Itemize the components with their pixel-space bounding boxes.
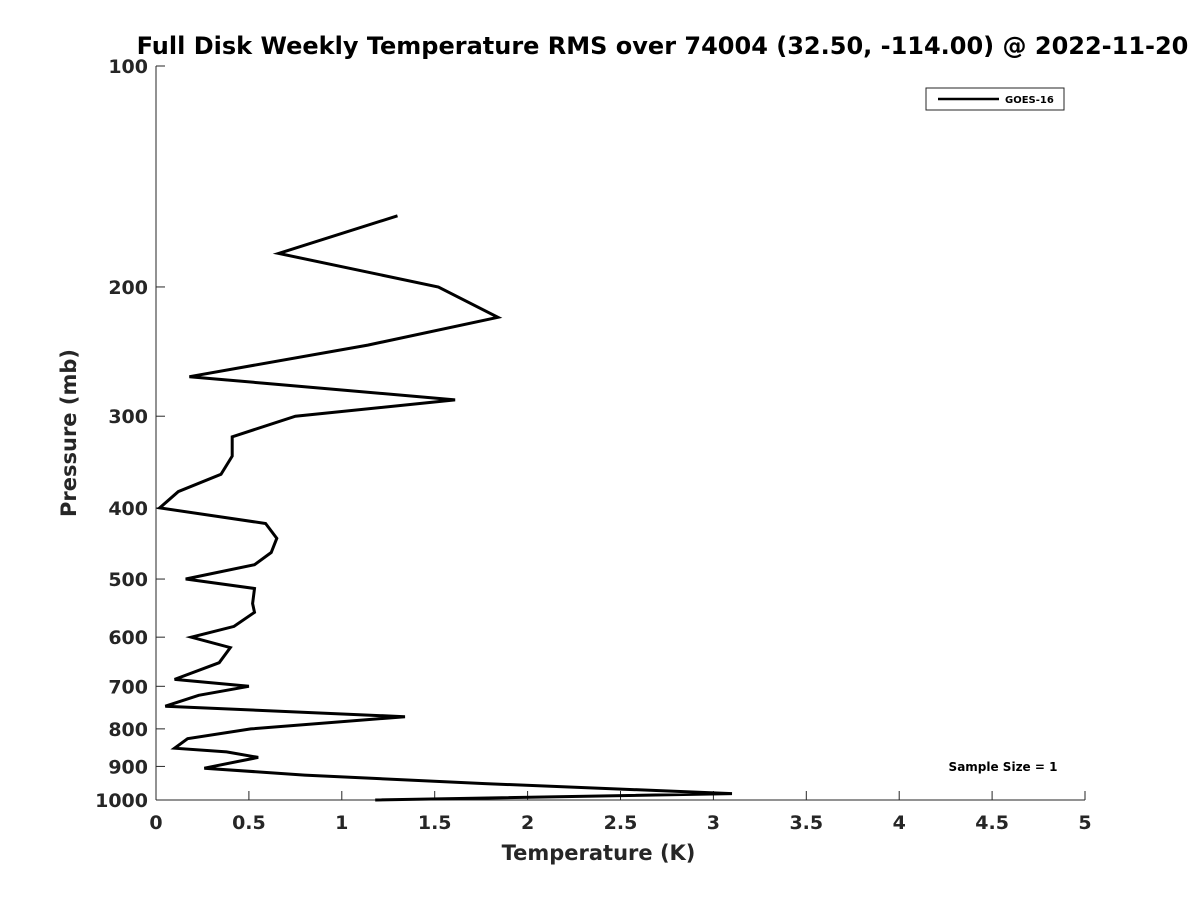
y-tick-label: 1000 bbox=[95, 790, 148, 812]
y-tick-label: 900 bbox=[108, 756, 148, 778]
plot-area bbox=[155, 66, 1085, 801]
series-layer bbox=[156, 214, 733, 802]
x-axis-label: Temperature (K) bbox=[502, 841, 696, 865]
y-tick-label: 400 bbox=[108, 498, 148, 520]
y-tick-label: 500 bbox=[108, 569, 148, 591]
chart-title: Full Disk Weekly Temperature RMS over 74… bbox=[137, 32, 1189, 60]
y-axis: 100 200 300 400 500 600 700 800 900 1000 bbox=[95, 56, 165, 812]
y-tick-label: 100 bbox=[108, 56, 148, 78]
series-line-goes-16 bbox=[156, 214, 733, 802]
y-tick-label: 600 bbox=[108, 627, 148, 649]
x-tick-label: 2 bbox=[521, 812, 534, 834]
y-tick-label: 200 bbox=[108, 277, 148, 299]
y-tick-label: 300 bbox=[108, 406, 148, 428]
legend-label-goes-16: GOES-16 bbox=[1005, 95, 1054, 106]
y-tick-label: 700 bbox=[108, 676, 148, 698]
x-tick-label: 0.5 bbox=[232, 812, 266, 834]
x-tick-label: 3.5 bbox=[789, 812, 823, 834]
x-tick-label: 5 bbox=[1078, 812, 1091, 834]
x-tick-label: 1 bbox=[335, 812, 348, 834]
x-tick-label: 0 bbox=[149, 812, 162, 834]
x-tick-label: 4 bbox=[893, 812, 906, 834]
sample-size-annotation: Sample Size = 1 bbox=[949, 760, 1058, 774]
y-tick-label: 800 bbox=[108, 719, 148, 741]
x-tick-label: 3 bbox=[707, 812, 720, 834]
x-tick-label: 4.5 bbox=[975, 812, 1009, 834]
x-axis: 0 0.5 1 1.5 2 2.5 3 3.5 4 4.5 5 bbox=[149, 791, 1092, 834]
x-tick-label: 2.5 bbox=[604, 812, 638, 834]
legend: GOES-16 bbox=[925, 87, 1065, 111]
x-tick-label: 1.5 bbox=[418, 812, 452, 834]
y-axis-label: Pressure (mb) bbox=[57, 349, 81, 517]
